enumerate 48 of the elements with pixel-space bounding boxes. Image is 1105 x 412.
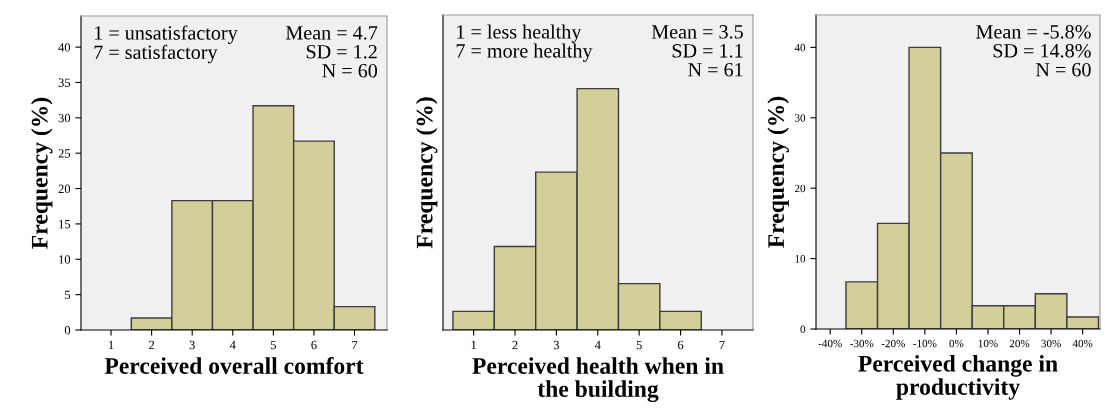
x-axis-title: Perceived change in productivity xyxy=(858,355,1058,400)
x-tick-label: 30% xyxy=(1041,339,1061,348)
y-axis-title: Frequency (%) xyxy=(31,97,53,249)
x-tick-label: 6 xyxy=(677,340,684,350)
annotation: Mean = 4.7 SD = 1.2 N = 60 xyxy=(285,26,378,78)
y-tick-label: 5 xyxy=(65,290,71,300)
x-tick-label: -10% xyxy=(913,339,937,348)
y-tick-label: 30 xyxy=(58,113,71,123)
y-tick-label: 0 xyxy=(64,326,71,335)
x-tick-label: 4 xyxy=(594,340,601,350)
y-tick-label: 35 xyxy=(58,78,71,87)
x-tick-label: 5 xyxy=(636,340,642,350)
y-tick-label: 20 xyxy=(794,184,806,193)
x-tick-label: 5 xyxy=(270,340,276,350)
x-tick-label: 0% xyxy=(949,339,964,348)
annotation: Mean = -5.8% SD = 14.8% N = 60 xyxy=(976,25,1091,77)
y-tick-label: 30 xyxy=(795,114,806,122)
x-tick-label: 4 xyxy=(229,340,236,350)
x-tick-label: 3 xyxy=(553,340,560,350)
x-tick-label: 10% xyxy=(978,339,998,348)
x-tick-label: 7 xyxy=(352,340,358,350)
y-tick-label: 40 xyxy=(58,43,71,52)
x-axis-title: Perceived overall comfort xyxy=(104,357,364,374)
x-tick-label: -20% xyxy=(881,339,905,348)
text: Mean = 3.5 SD = 1.1 N = 61 xyxy=(651,25,743,77)
x-tick-label: 1 xyxy=(109,340,114,350)
y-tick-label: 15 xyxy=(59,220,71,229)
x-tick-label: 20% xyxy=(1009,339,1030,348)
x-tick-label: 3 xyxy=(189,340,195,350)
text: 1 = less healthy 7 = more healthy xyxy=(456,24,593,62)
y-axis-title: Frequency (%) xyxy=(415,97,438,249)
x-tick-label: 40% xyxy=(1072,339,1093,348)
x-tick-label: 6 xyxy=(311,340,317,350)
x-tick-label: 2 xyxy=(512,340,518,350)
x-tick-label: 1 xyxy=(471,340,476,350)
y-tick-label: 0 xyxy=(800,325,806,333)
annotation: 1 = unsatisfactory 7 = satisfactory xyxy=(94,25,238,64)
x-tick-label: -30% xyxy=(850,339,874,348)
y-axis-title: Frequency (%) xyxy=(767,96,789,248)
y-tick-label: 40 xyxy=(794,43,806,52)
y-tick-label: 10 xyxy=(795,255,806,263)
y-tick-label: 20 xyxy=(58,184,71,194)
x-axis-title: Perceived health when in the building xyxy=(472,357,724,402)
y-tick-label: 10 xyxy=(59,255,71,264)
x-tick-label: 7 xyxy=(719,340,725,350)
y-tick-label: 25 xyxy=(58,149,71,158)
x-tick-label: -40% xyxy=(818,339,842,348)
x-tick-label: 2 xyxy=(149,340,155,350)
